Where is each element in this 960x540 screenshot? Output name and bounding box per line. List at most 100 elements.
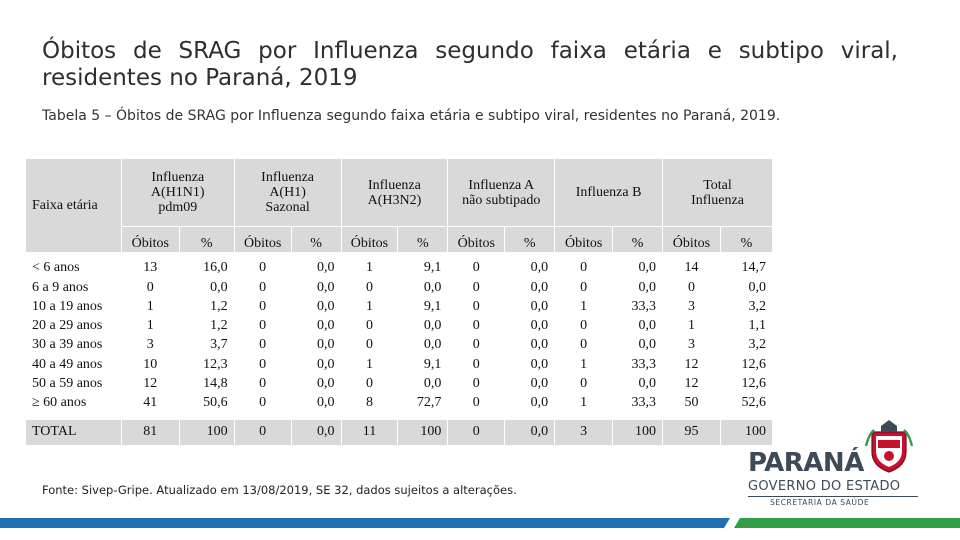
percent-cell: 0,0 <box>397 373 449 395</box>
percent-cell: 72,7 <box>397 393 449 414</box>
percent-cell: 33,3 <box>612 296 664 317</box>
percent-cell: 0,0 <box>612 258 664 279</box>
group-header-line: Influenza <box>151 170 205 185</box>
deaths-cell: 1 <box>662 315 721 337</box>
percent-cell: 12,6 <box>719 354 774 375</box>
group-header-line: Sazonal <box>265 200 310 215</box>
group-header-line: Influenza <box>691 192 744 208</box>
deaths-cell: 0 <box>340 373 399 395</box>
bottom-color-bar <box>0 518 960 528</box>
group-header-2: Influenza A(H3N2) <box>340 158 449 227</box>
deaths-cell: 95 <box>662 418 721 447</box>
table-row: < 6 anos 13 16,0 0 0,0 1 9,1 0 0,0 0 0,0 14 14,7 <box>25 258 774 279</box>
deaths-cell: 1 <box>554 296 614 317</box>
subheader-percent: % <box>504 226 556 253</box>
percent-cell: 0,0 <box>290 335 342 356</box>
percent-cell: 0,0 <box>504 335 556 356</box>
deaths-cell: 0 <box>233 277 292 298</box>
logo-divider <box>748 496 918 497</box>
deaths-cell: 41 <box>120 393 180 414</box>
percent-cell: 16,0 <box>178 258 235 279</box>
group-header-line: não subtipado <box>462 192 541 208</box>
deaths-cell: 0 <box>447 335 506 356</box>
age-group-cell: 30 a 39 anos <box>25 335 122 356</box>
table-row: 50 a 59 anos 12 14,8 0 0,0 0 0,0 0 0,0 0 0,0 12 12,6 <box>25 373 774 395</box>
percent-cell: 12,6 <box>719 373 774 395</box>
percent-cell: 3,2 <box>719 335 774 356</box>
group-header-line: Influenza <box>367 177 421 193</box>
subheader-deaths: Óbitos <box>554 226 614 253</box>
deaths-cell: 3 <box>120 335 180 356</box>
data-table-container: Faixa etária Influenza A(H1N1) pdm09 Influe… <box>25 158 774 447</box>
percent-cell: 100 <box>178 418 235 447</box>
table-body: < 6 anos 13 16,0 0 0,0 1 9,1 0 0,0 0 0,0 14 14,7 6 a … <box>25 251 774 447</box>
percent-cell: 14,7 <box>719 258 774 279</box>
deaths-cell: 1 <box>120 296 180 317</box>
age-group-cell: 10 a 19 anos <box>25 296 122 317</box>
deaths-cell: 0 <box>447 354 506 375</box>
percent-cell: 100 <box>397 418 449 447</box>
deaths-cell: 0 <box>120 277 180 298</box>
subheader-deaths: Óbitos <box>120 226 180 253</box>
group-header-line: pdm09 <box>158 200 198 215</box>
deaths-cell: 0 <box>554 277 614 298</box>
percent-cell: 3,2 <box>719 296 774 317</box>
percent-cell: 0,0 <box>504 296 556 317</box>
group-header-line: A(H1) <box>269 185 306 200</box>
percent-cell: 33,3 <box>612 393 664 414</box>
subheader-deaths: Óbitos <box>340 226 399 253</box>
deaths-cell: 3 <box>662 335 721 356</box>
header-row-groups: Faixa etária Influenza A(H1N1) pdm09 Influe… <box>25 158 773 253</box>
source-footnote: Fonte: Sivep-Gripe. Atualizado em 13/08/… <box>42 483 517 497</box>
age-group-cell: 20 a 29 anos <box>25 315 122 337</box>
age-group-cell: 40 a 49 anos <box>25 354 122 375</box>
deaths-cell: 0 <box>447 418 506 447</box>
deaths-cell: 0 <box>554 258 614 279</box>
deaths-cell: 1 <box>340 354 399 375</box>
group-header-line: A(H3N2) <box>367 192 422 208</box>
group-header-0: Influenza A(H1N1) pdm09 <box>120 158 235 227</box>
percent-cell: 0,0 <box>397 277 449 298</box>
deaths-cell: 0 <box>554 373 614 395</box>
deaths-cell: 13 <box>120 258 180 279</box>
subheader-deaths: Óbitos <box>233 226 292 253</box>
group-header-line: Influenza A <box>468 177 535 193</box>
deaths-cell: 50 <box>662 393 721 414</box>
deaths-cell: 0 <box>233 373 292 395</box>
percent-cell: 9,1 <box>397 296 449 317</box>
percent-cell: 0,0 <box>504 315 556 337</box>
percent-cell: 52,6 <box>719 393 774 414</box>
percent-cell: 100 <box>612 418 664 447</box>
table-row: 20 a 29 anos 1 1,2 0 0,0 0 0,0 0 0,0 0 0,0 1 1,1 <box>25 315 774 337</box>
percent-cell: 0,0 <box>290 354 342 375</box>
deaths-cell: 0 <box>340 335 399 356</box>
data-table: Faixa etária Influenza A(H1N1) pdm09 Influe… <box>25 158 774 447</box>
subheader-percent: % <box>612 226 664 253</box>
deaths-cell: 0 <box>233 335 292 356</box>
header-row-subcolumns: Óbitos% Óbitos% Óbitos% Óbitos% Óbitos% Óbito… <box>26 226 774 253</box>
age-group-cell: ≥ 60 anos <box>25 393 122 414</box>
percent-cell: 0,0 <box>612 335 664 356</box>
percent-cell: 0,0 <box>504 277 556 298</box>
deaths-cell: 81 <box>120 418 180 447</box>
percent-cell: 0,0 <box>178 277 235 298</box>
table-row: 10 a 19 anos 1 1,2 0 0,0 1 9,1 0 0,0 1 33,3 3 3,2 <box>25 296 774 317</box>
table-caption: Tabela 5 – Óbitos de SRAG por Influenza … <box>42 108 781 124</box>
parana-crest-icon <box>864 420 914 473</box>
deaths-cell: 10 <box>120 354 180 375</box>
percent-cell: 0,0 <box>719 277 774 298</box>
deaths-cell: 8 <box>340 393 399 414</box>
age-group-cell: TOTAL <box>25 418 122 447</box>
deaths-cell: 1 <box>340 258 399 279</box>
deaths-cell: 0 <box>447 277 506 298</box>
percent-cell: 0,0 <box>504 393 556 414</box>
subheader-percent: % <box>178 226 235 253</box>
logo-department-text: SECRETARIA DA SAÚDE <box>770 498 870 507</box>
page-title: Óbitos de SRAG por Influenza segundo fai… <box>42 38 898 91</box>
table-row: 40 a 49 anos 10 12,3 0 0,0 1 9,1 0 0,0 1 33,3 12 12,… <box>25 354 774 375</box>
group-header-line: Influenza B <box>575 185 642 200</box>
bottom-bar-green <box>734 518 960 528</box>
spacer-row <box>25 412 774 420</box>
deaths-cell: 0 <box>447 315 506 337</box>
